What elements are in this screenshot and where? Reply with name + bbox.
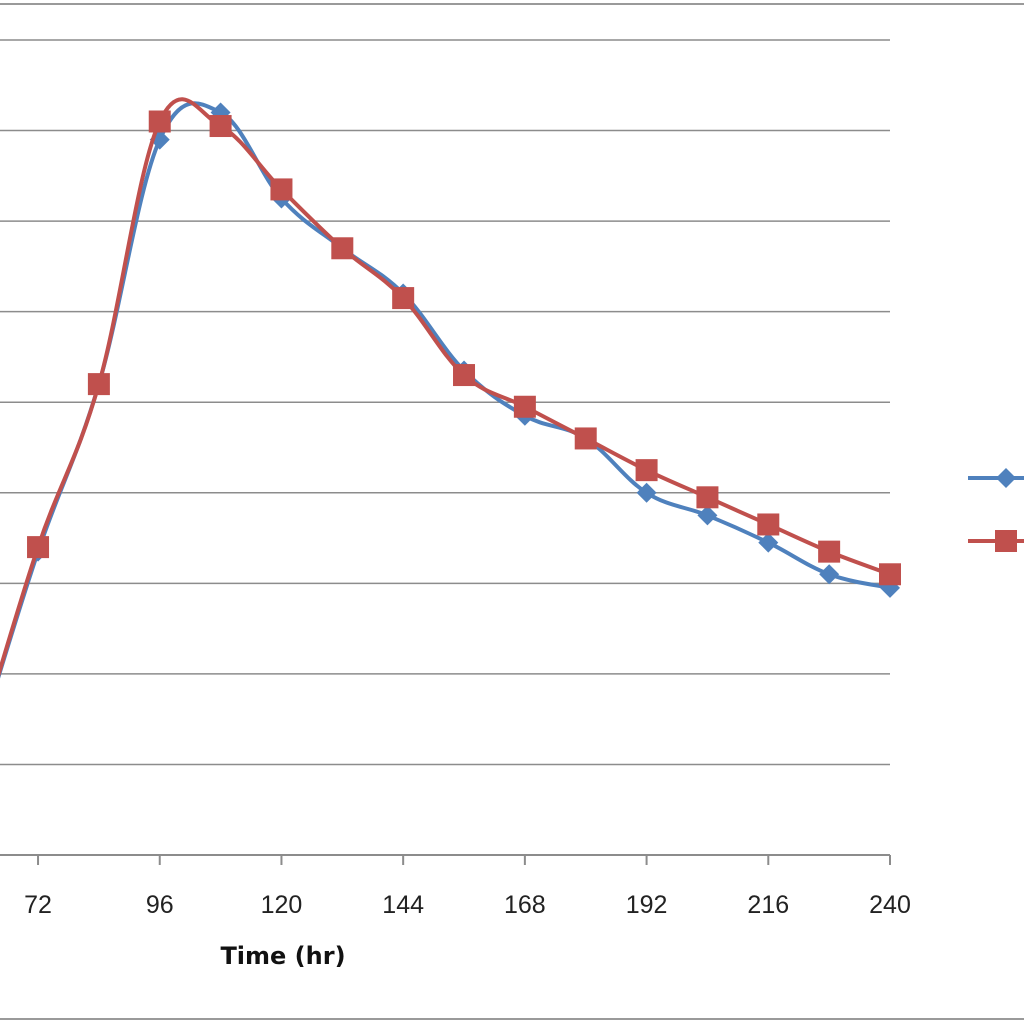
x-tick-label: 168: [504, 891, 546, 919]
x-axis-title: Time (hr): [220, 942, 345, 970]
x-tick-label: 72: [24, 891, 52, 919]
gridlines: [0, 39, 890, 766]
x-tick-label: 216: [747, 891, 789, 919]
data-point: [513, 395, 536, 418]
data-point: [270, 178, 293, 201]
data-point: [758, 532, 779, 553]
x-tick-label: 120: [261, 891, 303, 919]
legend-marker: [996, 468, 1016, 488]
data-point: [27, 536, 50, 559]
data-point: [209, 115, 232, 138]
data-point: [879, 563, 901, 586]
data-point: [148, 110, 171, 133]
data-point: [696, 486, 719, 509]
data-point: [818, 540, 841, 563]
x-tick-label: 240: [869, 891, 911, 919]
legend-item-2: [968, 530, 1024, 552]
x-tick-label: 96: [146, 891, 174, 919]
data-point: [819, 564, 840, 585]
data-point: [574, 427, 597, 450]
plot-area: [0, 97, 901, 679]
data-point: [453, 364, 476, 387]
data-point: [635, 459, 658, 482]
data-point: [331, 237, 354, 260]
x-axis: 72 96 120 144 168 192 216 240: [0, 854, 911, 919]
data-point: [87, 373, 110, 396]
legend: [968, 468, 1024, 552]
x-tick-label: 144: [382, 891, 424, 919]
x-tick-label: 192: [626, 891, 668, 919]
data-point: [636, 482, 657, 503]
data-point: [757, 513, 780, 536]
data-point: [392, 287, 415, 310]
series-2: [0, 97, 901, 677]
legend-item-1: [968, 468, 1024, 488]
legend-marker: [995, 530, 1017, 552]
data-point: [697, 505, 718, 526]
